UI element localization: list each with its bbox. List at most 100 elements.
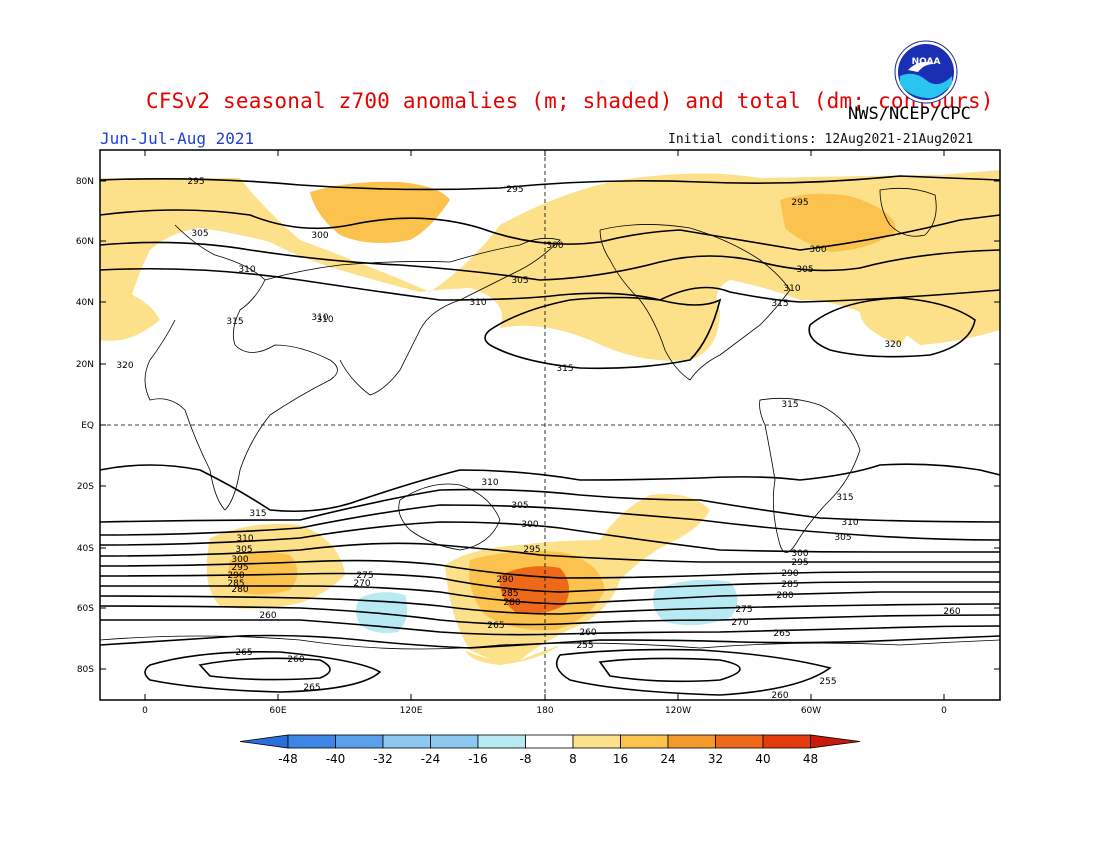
colorbar-label: -40 xyxy=(326,752,346,766)
colorbar-label: -8 xyxy=(520,752,532,766)
contour-270-southern xyxy=(100,605,1000,626)
lon-tick-label: 60E xyxy=(269,706,286,716)
lat-tick-label: EQ xyxy=(81,421,94,431)
contour-label: 315 xyxy=(781,400,798,410)
contour-label: 310 xyxy=(481,478,498,488)
colorbar-label: 24 xyxy=(660,752,675,766)
noaa-logo: NOAA xyxy=(894,40,958,104)
contour-label: 305 xyxy=(235,545,252,555)
coast-europe-africa xyxy=(144,224,338,511)
contour-label: 260 xyxy=(579,628,596,638)
contour-label: 315 xyxy=(836,493,853,503)
coast-antarctica xyxy=(100,635,1000,650)
contour-label: 280 xyxy=(503,598,520,608)
colorbar-label: 32 xyxy=(708,752,723,766)
contour-label: 300 xyxy=(231,555,248,565)
season-label: Jun-Jul-Aug 2021 xyxy=(100,129,255,148)
contour-label: 260 xyxy=(771,691,788,701)
contour-label: 295 xyxy=(506,185,523,195)
agency-label: NWS/NCEP/CPC xyxy=(848,104,971,124)
colorbar-label: -24 xyxy=(421,752,441,766)
colorbar-label: -16 xyxy=(468,752,488,766)
lon-tick-label: 120W xyxy=(665,706,691,716)
contour-label: 260 xyxy=(287,655,304,665)
contour-label: 315 xyxy=(556,364,573,374)
contour-label: 305 xyxy=(796,265,813,275)
contour-label: 255 xyxy=(819,677,836,687)
colorbar-bin xyxy=(477,734,526,749)
colorbar-arrow-high xyxy=(810,734,861,749)
coast-greenland xyxy=(879,187,937,237)
colorbar-labels: -48 -40 -32 -24 -16 -8 8 16 24 32 40 48 xyxy=(278,752,818,766)
contour-label: 295 xyxy=(523,545,540,555)
colorbar-bin xyxy=(667,734,716,749)
contour-label: 320 xyxy=(884,340,901,350)
contour-label: 290 xyxy=(227,571,244,581)
contour-295-southern xyxy=(100,542,1000,563)
colorbar-label: 16 xyxy=(613,752,628,766)
anomaly-shade-north-band xyxy=(100,170,1000,361)
height-contours xyxy=(100,175,1000,696)
colorbar-bin xyxy=(525,734,574,749)
contour-295-north xyxy=(100,175,1000,191)
contour-label: 280 xyxy=(231,585,248,595)
contour-label: 255 xyxy=(576,641,593,651)
anomaly-shade-northwest xyxy=(100,290,160,341)
noaa-logo-text: NOAA xyxy=(912,57,941,67)
colorbar-label: 40 xyxy=(755,752,770,766)
coastlines xyxy=(100,187,1000,650)
anomaly-shade-north-atlantic-orange xyxy=(310,181,450,244)
contour-label: 315 xyxy=(771,299,788,309)
contour-label: 300 xyxy=(546,241,563,251)
contour-label: 285 xyxy=(781,580,798,590)
contour-260-southern xyxy=(100,634,1000,649)
contour-label: 305 xyxy=(834,533,851,543)
contour-label: 265 xyxy=(487,621,504,631)
contour-label: 295 xyxy=(231,563,248,573)
contour-label: 310 xyxy=(238,265,255,275)
contour-275-southern xyxy=(100,595,1000,615)
coast-north-america xyxy=(599,224,791,381)
colorbar-bin xyxy=(335,734,384,749)
contour-label: 310 xyxy=(783,284,800,294)
anomaly-shade-north-pacific-orange xyxy=(780,193,896,252)
anomaly-shade-south-pacific-lower xyxy=(465,645,560,665)
contour-label: 270 xyxy=(731,618,748,628)
lat-tick-label: 80S xyxy=(77,665,94,675)
contour-label: 275 xyxy=(356,571,373,581)
initial-conditions-label: Initial conditions: 12Aug2021-21Aug2021 xyxy=(668,132,974,147)
contour-label: 290 xyxy=(496,575,513,585)
contour-label: 315 xyxy=(249,509,266,519)
contour-290-southern xyxy=(100,559,1000,579)
lat-tick-label: 60S xyxy=(77,604,94,614)
contour-label: 320 xyxy=(116,361,133,371)
contour-label: 295 xyxy=(791,198,808,208)
contour-label: 305 xyxy=(511,501,528,511)
contour-265-southern xyxy=(100,619,1000,636)
colorbar-label: 8 xyxy=(569,752,577,766)
coast-asia xyxy=(264,237,561,396)
map-title: CFSv2 seasonal z700 anomalies (m; shaded… xyxy=(146,89,994,113)
contour-label: 310 xyxy=(236,534,253,544)
contour-315-north-pacific xyxy=(484,296,722,370)
contour-265-antarctic-ring xyxy=(144,650,382,693)
lon-tick-label: 0 xyxy=(941,706,947,716)
contour-255-antarctic-east xyxy=(555,648,832,696)
contour-label: 300 xyxy=(791,549,808,559)
colorbar-arrow-low xyxy=(239,734,289,749)
contour-label: 300 xyxy=(809,245,826,255)
contour-label: 265 xyxy=(773,629,790,639)
colorbar-bin xyxy=(715,734,764,749)
contour-label: 280 xyxy=(776,591,793,601)
contour-label: 315 xyxy=(226,317,243,327)
contour-label: 260 xyxy=(259,611,276,621)
lat-tick-label: 20N xyxy=(76,360,94,370)
contour-305-southern xyxy=(100,504,1000,541)
anomaly-shade-europe xyxy=(900,285,1000,345)
contour-label: 285 xyxy=(227,579,244,589)
contour-label: 265 xyxy=(235,648,252,658)
lon-tick-label: 60W xyxy=(801,706,821,716)
contour-label: 310 xyxy=(469,298,486,308)
coast-south-america xyxy=(759,397,861,553)
